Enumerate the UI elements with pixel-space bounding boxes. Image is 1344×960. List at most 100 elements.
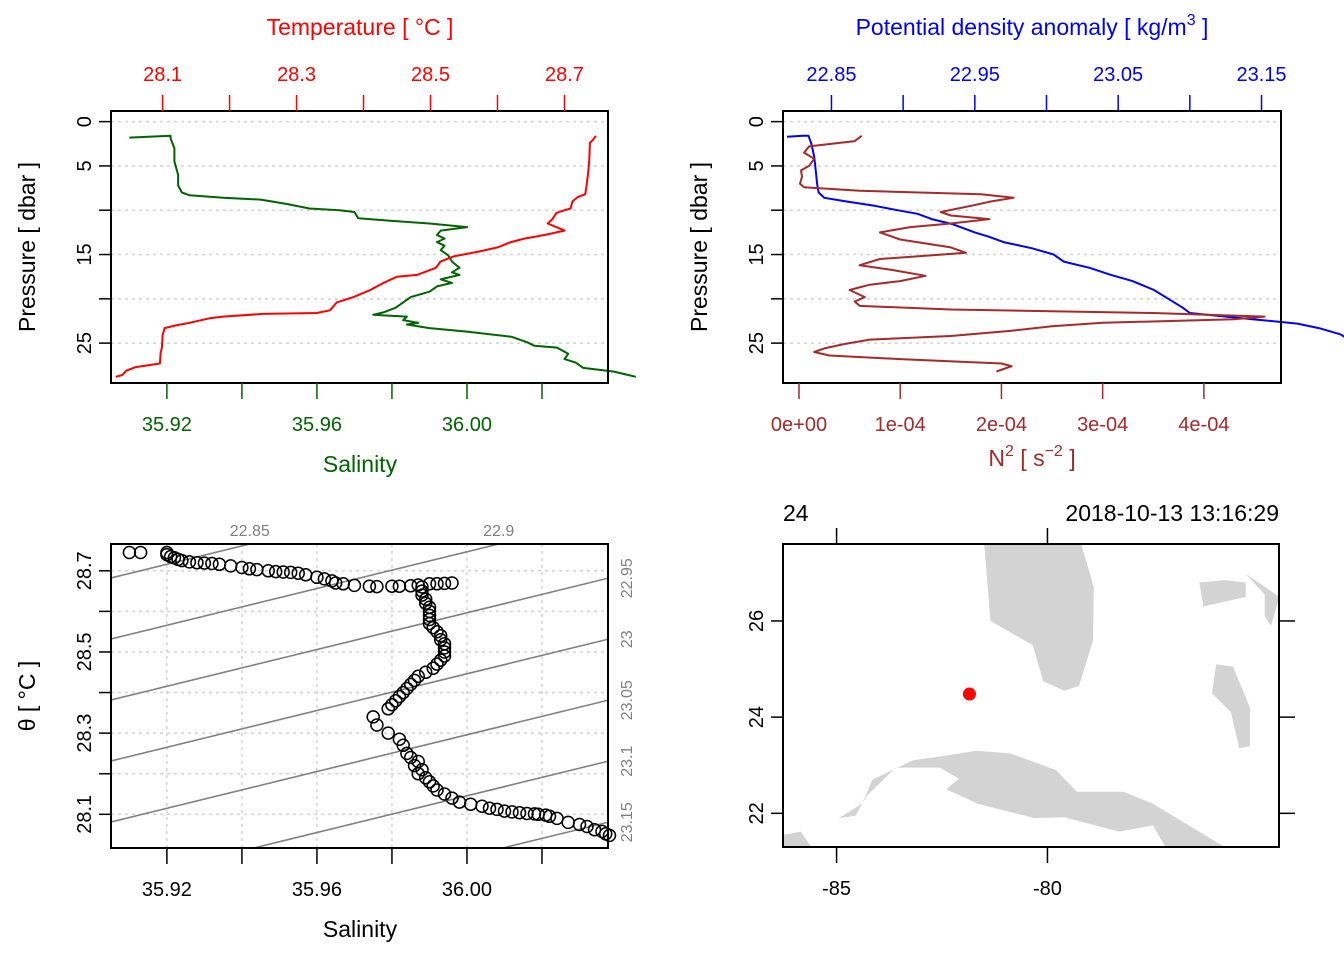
y-tick-label: 25: [746, 332, 768, 354]
pressure-axis-ticks: 0 5 15 25: [746, 116, 783, 354]
ts-point: [433, 633, 448, 647]
top-tick-label: 28.1: [143, 64, 182, 86]
bottom-tick-label: 4e-04: [1178, 414, 1229, 436]
ts-point: [418, 771, 433, 785]
isopycnal-line: [111, 638, 608, 762]
ts-point: [426, 661, 440, 675]
ts-point: [381, 702, 395, 716]
bottom-tick-label: 1e-04: [875, 414, 926, 436]
n2-axis-title: N2 [ s−2 ]: [988, 443, 1075, 471]
ts-point: [415, 584, 429, 598]
ts-point: [418, 592, 433, 606]
profile-lines: [115, 134, 637, 378]
ts-point: [385, 697, 399, 712]
x-tick-label: 36.00: [442, 879, 492, 901]
bottom-tick-label: 2e-04: [976, 414, 1027, 436]
series-line-n2: [799, 135, 1266, 373]
station-time: 2018-10-13 13:16:29: [1065, 500, 1279, 526]
ts-point: [235, 560, 249, 575]
ts-point: [328, 576, 343, 590]
ts-point: [317, 572, 332, 586]
ts-point: [415, 580, 429, 594]
y-tick-label: 28.7: [74, 551, 96, 590]
y-tick-label: 5: [746, 160, 768, 171]
ts-point: [411, 766, 425, 781]
ts-point: [133, 545, 148, 560]
isopycnal-lines: [111, 544, 608, 848]
ts-point: [433, 628, 448, 643]
ts-point: [422, 775, 437, 789]
ts-point: [426, 620, 440, 635]
ts-point: [400, 681, 414, 696]
ts-point: [407, 673, 422, 688]
ts-point: [250, 562, 264, 577]
top-tick-label: 23.05: [1093, 64, 1143, 86]
y-tick-label: 28.3: [74, 714, 96, 753]
ts-point: [415, 588, 429, 602]
density-axis-title: Potential density anomaly [ kg/m3 ]: [856, 12, 1209, 40]
ts-points: [122, 545, 617, 843]
ts-point: [512, 805, 527, 820]
ts-point: [550, 811, 564, 826]
x-tick-label: -85: [822, 878, 851, 900]
pressure-gridlines: [783, 120, 1281, 344]
ts-point: [396, 685, 410, 700]
ts-point: [347, 578, 362, 593]
ts-point: [437, 787, 452, 801]
ts-point: [475, 799, 489, 813]
ts-point: [505, 805, 519, 819]
n2-axis-ticks: 0e+00 1e-04 2e-04 3e-04 4e-04: [771, 383, 1229, 436]
ts-point: [197, 556, 212, 570]
ts-point: [445, 576, 459, 590]
salinity-axis-title: Salinity: [323, 916, 398, 942]
density-axis-ticks: 22.85 22.95 23.05 23.15: [806, 64, 1287, 111]
ts-point: [490, 802, 504, 817]
ts-point: [291, 566, 305, 580]
pressure-axis-title: Pressure [ dbar ]: [686, 162, 712, 332]
x-tick-label: 35.92: [142, 879, 192, 901]
ts-point: [437, 641, 452, 655]
ts-point: [182, 555, 197, 569]
ts-point: [268, 564, 283, 579]
ts-point: [276, 565, 290, 579]
ts-point: [298, 568, 313, 582]
ts-point: [422, 608, 437, 623]
isopycnal-line: [499, 821, 608, 848]
ts-point: [422, 616, 437, 631]
panel-station-map: -85 -80 22 24 26 24 2018-10-13 13:16:29: [746, 500, 1295, 900]
isopycnal-label: 23: [619, 630, 636, 648]
plot-frame: [110, 543, 609, 849]
ts-point: [602, 828, 617, 843]
y-tick-label: 5: [74, 160, 96, 171]
panel-density-n2-profile: 22.85 22.95 23.05 23.15 0e+00 1e-04 2e-04 3e-0…: [686, 12, 1344, 471]
ts-point: [407, 758, 422, 773]
coastline-land: [783, 544, 1279, 847]
ts-point: [212, 557, 227, 572]
ts-point: [403, 677, 418, 692]
isopycnal-line: [111, 577, 608, 701]
ts-point: [437, 645, 452, 659]
land-polygon: [1199, 580, 1246, 607]
salinity-axis-title: Salinity: [323, 451, 398, 477]
land-polygon: [783, 831, 812, 847]
y-tick-label: 25: [74, 332, 96, 354]
station-marker: [962, 687, 976, 701]
series-line-temperature: [115, 135, 597, 378]
ts-point: [497, 804, 512, 818]
y-tick-label: 26: [746, 610, 768, 632]
ts-point: [175, 553, 189, 568]
ts-point: [418, 665, 433, 680]
y-tick-label: 22: [746, 802, 768, 824]
bottom-tick-label: 0e+00: [771, 414, 827, 436]
top-tick-label: 22.95: [950, 64, 1000, 86]
ts-point: [445, 791, 459, 805]
bottom-tick-label: 36.00: [442, 414, 492, 436]
ts-point: [411, 669, 425, 684]
temperature-axis-ticks: 28.1 28.3 28.5 28.7: [143, 64, 584, 111]
ts-point: [381, 726, 395, 740]
ts-point: [437, 649, 452, 663]
ts-point: [310, 570, 324, 585]
ts-point: [403, 750, 418, 765]
ts-point: [242, 562, 257, 576]
